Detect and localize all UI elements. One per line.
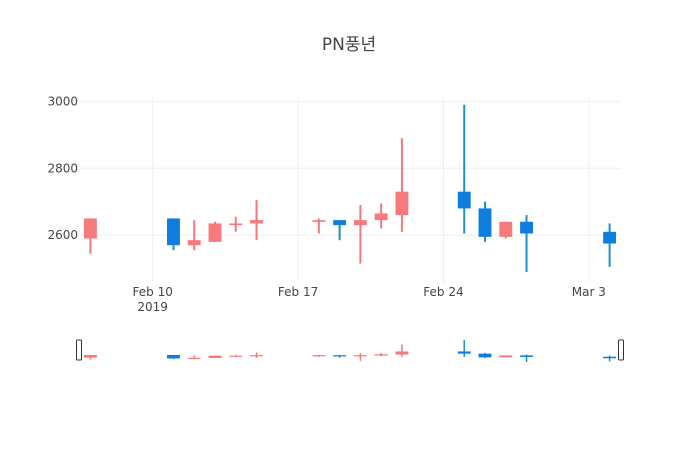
x-tick-label: Feb 17 (278, 285, 318, 299)
slider-candle (312, 354, 326, 357)
slider-candle (520, 354, 533, 362)
x-tick-label: Feb 10 (133, 285, 173, 299)
candle-increasing (499, 221, 513, 239)
slider-candle-body (229, 355, 243, 357)
candle-decreasing (520, 215, 533, 272)
slider-candle (395, 344, 409, 357)
candle-body (229, 223, 243, 226)
slider-candle-body (395, 351, 409, 355)
slider-candle (167, 354, 180, 360)
candle-decreasing (478, 201, 492, 242)
x-tick-label: Feb 24 (423, 285, 463, 299)
candle-decreasing (167, 218, 180, 251)
slider-candle (333, 355, 347, 358)
chart-title: PN풍년 (322, 35, 376, 55)
candle-increasing (250, 200, 263, 241)
slider-candle-body (520, 355, 533, 357)
slider-candle-body (312, 355, 326, 357)
slider-candle-body (374, 354, 388, 356)
slider-candle-body (208, 355, 222, 359)
candle-decreasing (457, 104, 471, 234)
candle-body (167, 218, 180, 246)
slider-candle-body (250, 355, 263, 357)
candle-body (312, 220, 326, 222)
y-axis-ticks: 2600 2800 3000 (47, 94, 78, 242)
candle-increasing (83, 218, 97, 254)
grid (80, 98, 620, 282)
slider-candle (250, 352, 263, 358)
candle-body (353, 220, 367, 226)
range-slider-right-handle[interactable] (618, 339, 624, 361)
slider-candle-body (333, 355, 347, 357)
candle-body (187, 240, 201, 246)
slider-candle-body (353, 355, 367, 357)
candle-increasing (208, 221, 222, 242)
slider-candle (478, 352, 492, 359)
candle-body (374, 213, 388, 221)
candle-decreasing (333, 220, 347, 241)
candle-body (208, 223, 222, 242)
slider-candle (353, 353, 367, 361)
candle-increasing (187, 220, 201, 251)
slider-candle-body (167, 354, 180, 359)
y-tick-label: 2800 (47, 161, 78, 175)
candle-body (603, 231, 617, 244)
slider-candle (499, 355, 513, 358)
candle-body (83, 218, 97, 239)
slider-candle (187, 355, 201, 360)
x-tick-sublabel: 2019 (137, 300, 168, 314)
slider-candle-body (499, 355, 513, 358)
candle-increasing (374, 203, 388, 229)
range-slider[interactable] (76, 339, 624, 362)
slider-candle (83, 354, 97, 360)
slider-candle-body (478, 353, 492, 358)
candle-body (250, 220, 263, 224)
y-tick-label: 2600 (47, 228, 78, 242)
slider-candle (603, 355, 617, 362)
slider-candle (208, 355, 222, 359)
candle-increasing (395, 138, 409, 232)
slider-candle (457, 340, 471, 357)
candle-increasing (353, 205, 367, 264)
candle-increasing (229, 216, 243, 232)
candle-increasing (312, 218, 326, 234)
x-tick-label: Mar 3 (572, 285, 606, 299)
candle-body (499, 221, 513, 237)
slider-candle-body (83, 354, 97, 358)
range-slider-left-handle[interactable] (76, 339, 82, 361)
candle-body (478, 208, 492, 237)
candle-body (395, 191, 409, 216)
candle-decreasing (603, 223, 617, 267)
slider-candle-body (603, 356, 617, 359)
slider-candle-body (187, 357, 201, 360)
candle-body (333, 220, 347, 226)
candle-body (457, 191, 471, 209)
slider-candle (229, 354, 243, 357)
slider-candle (374, 352, 388, 357)
candles (83, 104, 617, 272)
candle-body (520, 221, 533, 234)
slider-candle-body (457, 351, 471, 354)
y-tick-label: 3000 (47, 94, 78, 108)
